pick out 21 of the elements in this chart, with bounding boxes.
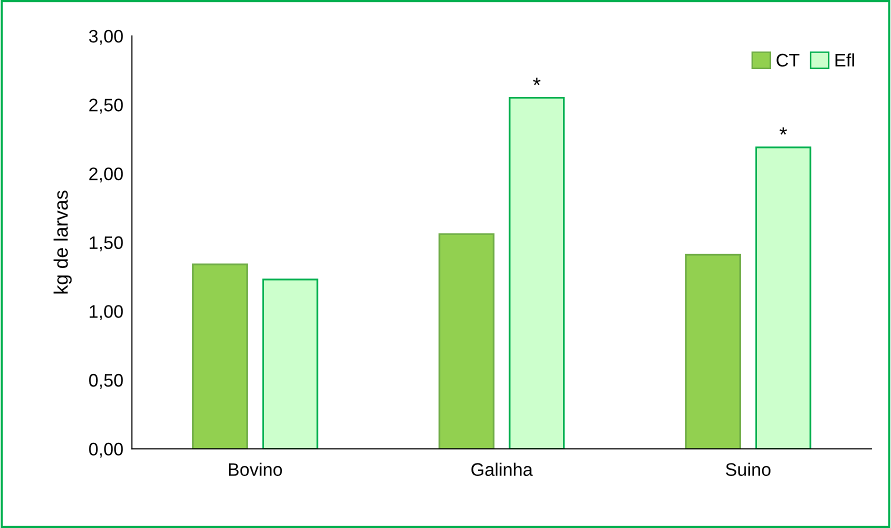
bar (508, 97, 565, 449)
legend-label: Efl (836, 53, 854, 66)
y-tick-label: 1,50 (90, 236, 123, 252)
y-axis-title: kg de larvas (54, 190, 72, 294)
x-tick-label: Suino (726, 462, 770, 476)
y-tick-label: 2,00 (89, 167, 123, 182)
bar (438, 233, 494, 449)
legend-label: CT (776, 54, 800, 67)
bar (685, 254, 741, 449)
x-tick-label: Bovino (229, 462, 282, 476)
y-tick-label: 0,50 (89, 374, 123, 389)
data-label: * (533, 78, 540, 86)
x-tick-label: Galinha (471, 462, 533, 476)
bar (192, 264, 248, 449)
y-tick-label: 2,50 (89, 98, 123, 114)
bar (755, 146, 812, 449)
y-tick-label: 0,00 (89, 442, 123, 458)
bar (262, 278, 318, 449)
data-label: * (780, 127, 787, 135)
y-tick-label: 1,00 (90, 305, 123, 320)
y-tick-label: 3,00 (89, 30, 123, 45)
